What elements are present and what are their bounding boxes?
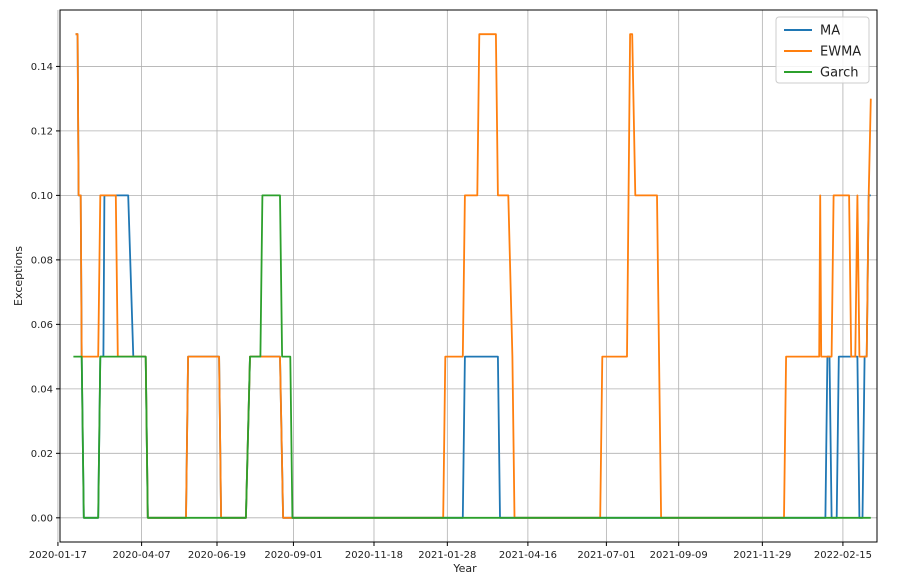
y-tick-label: 0.00 — [31, 513, 53, 524]
y-tick-label: 0.04 — [31, 384, 53, 395]
legend-label: Garch — [820, 66, 859, 81]
y-tick-label: 0.12 — [31, 126, 53, 137]
plot-frame — [59, 9, 878, 543]
x-tick-label: 2020-06-19 — [188, 550, 246, 561]
x-tick-label: 2021-09-09 — [650, 550, 708, 561]
x-tick-label: 2020-11-18 — [345, 550, 403, 561]
legend-label: EWMA — [820, 45, 861, 60]
axes: 2020-01-17 2020-04-07 2020-06-19 2020-09-01… — [29, 62, 872, 561]
legend-label: MA — [820, 24, 840, 39]
series-line-garch — [73, 194, 871, 519]
series-layer — [73, 33, 872, 519]
y-tick-label: 0.06 — [31, 320, 53, 331]
y-tick-label: 0.02 — [31, 449, 53, 460]
x-tick-label: 2021-04-16 — [499, 550, 557, 561]
x-tick-label: 2020-04-07 — [113, 550, 171, 561]
legend: MA EWMA Garch — [775, 16, 870, 84]
y-tick-label: 0.08 — [31, 255, 53, 266]
y-axis-label: Exceptions — [12, 246, 25, 306]
x-tick-label: 2021-07-01 — [577, 550, 635, 561]
x-tick-label: 2020-01-17 — [29, 550, 87, 561]
x-tick-label: 2022-02-15 — [814, 550, 872, 561]
x-axis-label: Year — [452, 562, 477, 575]
x-tick-label: 2021-11-29 — [733, 550, 791, 561]
legend-box — [775, 16, 870, 84]
y-tick-label: 0.10 — [31, 191, 53, 202]
y-tick-label: 0.14 — [31, 62, 53, 73]
x-tick-label: 2020-09-01 — [264, 550, 322, 561]
x-tick-label: 2021-01-28 — [418, 550, 476, 561]
